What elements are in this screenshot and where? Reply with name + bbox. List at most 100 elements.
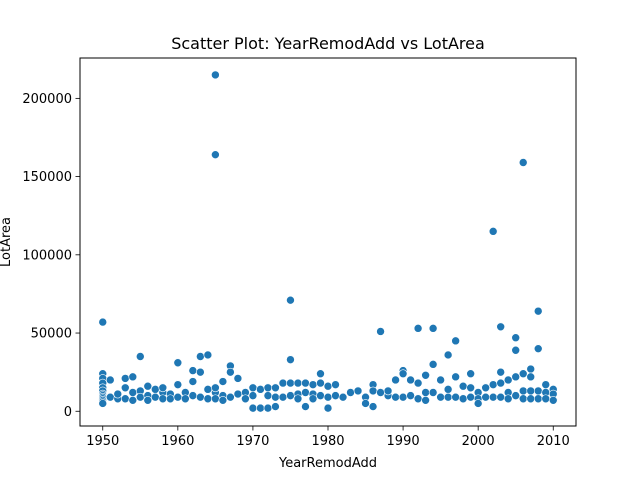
scatter-point bbox=[196, 392, 205, 402]
scatter-point bbox=[496, 378, 505, 388]
scatter-point bbox=[428, 360, 438, 369]
scatter-point bbox=[286, 355, 295, 364]
scatter-point bbox=[526, 372, 536, 382]
scatter-point bbox=[443, 350, 453, 360]
scatter-point bbox=[496, 322, 505, 332]
scatter-point bbox=[301, 388, 310, 397]
scatter-point bbox=[301, 378, 310, 388]
scatter-point bbox=[113, 389, 123, 399]
scatter-point bbox=[233, 389, 243, 399]
scatter-point bbox=[226, 367, 235, 377]
scatter-point bbox=[105, 392, 115, 402]
scatter-point bbox=[383, 386, 393, 396]
scatter-point bbox=[233, 374, 243, 383]
x-axis-label: YearRemodAdd bbox=[278, 456, 377, 471]
scatter-point bbox=[473, 399, 483, 408]
scatter-point bbox=[248, 383, 258, 393]
scatter-point bbox=[406, 391, 415, 400]
scatter-point bbox=[488, 392, 498, 402]
scatter-point bbox=[278, 378, 288, 388]
scatter-point bbox=[308, 380, 318, 389]
y-tick-label: 150000 bbox=[22, 170, 72, 185]
scatter-point bbox=[488, 227, 498, 236]
scatter-point bbox=[226, 392, 235, 402]
scatter-point bbox=[316, 369, 325, 379]
scatter-point bbox=[496, 367, 505, 377]
scatter-point bbox=[241, 394, 250, 404]
scatter-point bbox=[151, 392, 160, 402]
scatter-point bbox=[196, 367, 205, 377]
scatter-point bbox=[173, 392, 183, 402]
x-tick-label: 1960 bbox=[161, 434, 194, 449]
scatter-point bbox=[166, 394, 175, 404]
scatter-point bbox=[421, 396, 430, 405]
scatter-point bbox=[271, 392, 280, 402]
scatter-point bbox=[120, 374, 130, 383]
scatter-point bbox=[331, 391, 340, 400]
scatter-point bbox=[286, 391, 295, 400]
scatter-point bbox=[316, 378, 325, 388]
scatter-point bbox=[526, 394, 536, 404]
x-tick-label: 2010 bbox=[537, 434, 570, 449]
scatter-point bbox=[323, 392, 333, 402]
y-axis-ticks: 0 50000 100000 150000 200000 bbox=[22, 92, 80, 420]
scatter-point bbox=[428, 324, 438, 333]
scatter-point bbox=[391, 375, 400, 385]
scatter-point bbox=[481, 392, 490, 402]
scatter-point bbox=[203, 394, 213, 404]
scatter-point bbox=[271, 402, 280, 411]
scatter-point bbox=[316, 391, 325, 400]
scatter-point bbox=[391, 392, 400, 402]
x-tick-label: 1990 bbox=[387, 434, 420, 449]
scatter-point bbox=[398, 392, 408, 402]
scatter-point bbox=[128, 388, 138, 397]
y-axis-label: LotArea bbox=[0, 217, 14, 267]
scatter-point bbox=[211, 70, 220, 80]
y-tick-label: 0 bbox=[64, 405, 72, 420]
scatter-point bbox=[158, 383, 168, 393]
scatter-point bbox=[466, 392, 475, 402]
scatter-point bbox=[481, 383, 490, 393]
scatter-point bbox=[533, 306, 543, 316]
scatter-point bbox=[120, 383, 130, 393]
scatter-point bbox=[278, 392, 288, 402]
scatter-point bbox=[443, 385, 453, 394]
scatter-point bbox=[256, 403, 265, 413]
scatter-point bbox=[196, 352, 205, 361]
scatter-point bbox=[338, 392, 348, 402]
scatter-point bbox=[398, 369, 408, 379]
scatter-point bbox=[256, 385, 265, 394]
chart-title: Scatter Plot: YearRemodAdd vs LotArea bbox=[171, 34, 485, 53]
scatter-point bbox=[271, 383, 280, 393]
scatter-point bbox=[263, 391, 273, 400]
x-tick-label: 1970 bbox=[236, 434, 269, 449]
scatter-point bbox=[518, 386, 528, 396]
scatter-point bbox=[218, 396, 228, 405]
scatter-point bbox=[443, 392, 453, 402]
scatter-point bbox=[353, 386, 363, 396]
scatter-point bbox=[518, 369, 528, 379]
scatter-point bbox=[451, 392, 460, 402]
scatter-point bbox=[188, 366, 198, 375]
scatter-point bbox=[413, 324, 423, 333]
scatter-point bbox=[135, 352, 145, 361]
scatter-point bbox=[511, 372, 521, 382]
scatter-point bbox=[143, 396, 153, 405]
scatter-point bbox=[323, 381, 333, 391]
x-axis-ticks: 1950 1960 1970 1980 1990 2000 2010 bbox=[86, 426, 570, 449]
scatter-point bbox=[143, 381, 153, 391]
scatter-point bbox=[496, 392, 505, 402]
scatter-point bbox=[548, 396, 558, 405]
scatter-point bbox=[173, 380, 183, 389]
scatter-point bbox=[511, 333, 521, 343]
scatter-point bbox=[188, 391, 198, 400]
data-points bbox=[98, 70, 558, 413]
scatter-point bbox=[533, 386, 543, 396]
scatter-point bbox=[413, 378, 423, 388]
scatter-point bbox=[211, 150, 220, 159]
scatter-point bbox=[413, 394, 423, 404]
scatter-point bbox=[128, 396, 138, 405]
scatter-point bbox=[105, 375, 115, 385]
scatter-point bbox=[120, 394, 130, 404]
